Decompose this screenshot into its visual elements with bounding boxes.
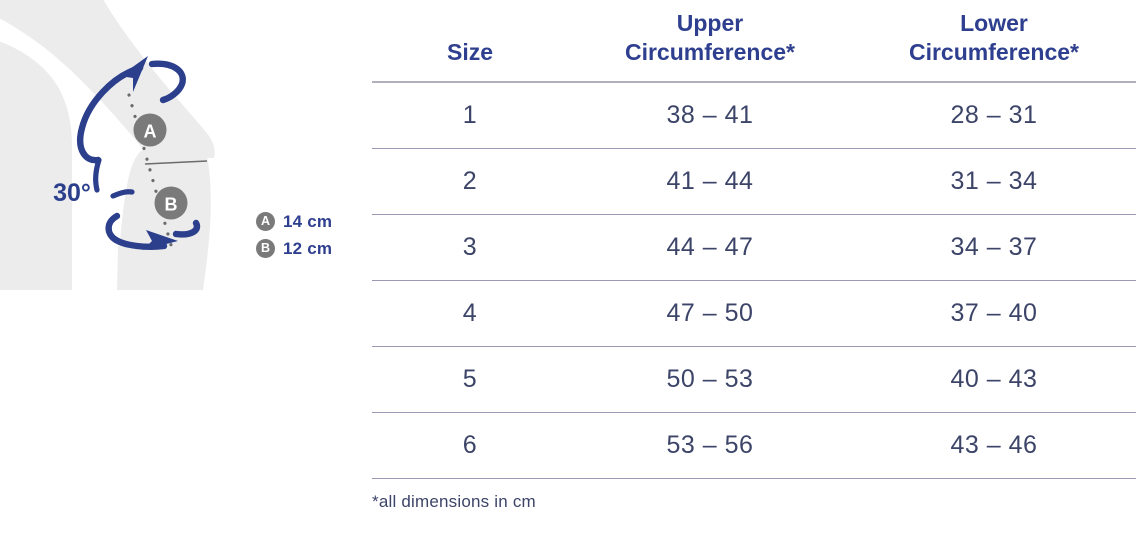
cell-upper: 50 – 53: [568, 346, 852, 413]
lower-circumference-arrow: [105, 212, 201, 250]
cell-upper: 44 – 47: [568, 214, 852, 281]
cell-size: 6: [372, 412, 568, 479]
cell-size: 2: [372, 148, 568, 215]
flexion-angle-label: 30°: [53, 179, 91, 207]
column-header-size: Size: [372, 0, 568, 82]
knee-reference-line: [144, 160, 208, 165]
leg-diagram-svg: 30° A B: [0, 0, 215, 290]
svg-text:B: B: [165, 195, 178, 215]
legend-value-b: 12 cm: [283, 238, 333, 258]
column-header-upper-circumference: Upper Circumference*: [568, 0, 852, 82]
column-header-lower-line2: Circumference*: [908, 38, 1080, 65]
column-header-upper-line2: Circumference*: [624, 38, 796, 65]
table-row: 2 41 – 44 31 – 34: [372, 148, 1136, 215]
legend-value-a: 14 cm: [283, 211, 333, 231]
lower-arrowhead: [143, 230, 178, 250]
table-header: Size Upper Circumference* Lower Circumfe…: [372, 0, 1136, 82]
table-footnote: *all dimensions in cm: [372, 492, 536, 511]
svg-text:A: A: [144, 122, 157, 142]
upper-arrowhead: [120, 56, 148, 92]
marker-b: B: [154, 186, 188, 220]
table-header-row: Size Upper Circumference* Lower Circumfe…: [372, 0, 1136, 82]
upper-circumference-arrow: [77, 60, 186, 164]
size-table: Size Upper Circumference* Lower Circumfe…: [372, 0, 1136, 479]
measurement-legend: A 14 cm B 12 cm: [256, 208, 372, 262]
legend-badge-b: B: [256, 239, 275, 258]
measurement-axis-dotted: [127, 93, 173, 247]
legend-item-a: A 14 cm: [256, 208, 372, 235]
table-row: 4 47 – 50 37 – 40: [372, 280, 1136, 347]
cell-lower: 37 – 40: [852, 280, 1136, 347]
size-table-container: Size Upper Circumference* Lower Circumfe…: [372, 0, 1136, 537]
table-row: 3 44 – 47 34 – 37: [372, 214, 1136, 281]
cell-size: 3: [372, 214, 568, 281]
flexion-angle-arcs: [93, 157, 135, 199]
column-header-size-label: Size: [446, 38, 494, 65]
column-header-upper-line1: Upper: [676, 9, 744, 36]
cell-lower: 28 – 31: [852, 82, 1136, 149]
cell-lower: 43 – 46: [852, 412, 1136, 479]
table-body: 1 38 – 41 28 – 31 2 41 – 44 31 – 34 3 44…: [372, 82, 1136, 479]
cell-upper: 53 – 56: [568, 412, 852, 479]
column-header-lower-line1: Lower: [960, 9, 1028, 36]
column-header-lower-circumference: Lower Circumference*: [852, 0, 1136, 82]
cell-upper: 41 – 44: [568, 148, 852, 215]
cell-lower: 34 – 37: [852, 214, 1136, 281]
cell-size: 1: [372, 82, 568, 149]
table-row: 5 50 – 53 40 – 43: [372, 346, 1136, 413]
table-row: 1 38 – 41 28 – 31: [372, 82, 1136, 149]
cell-lower: 40 – 43: [852, 346, 1136, 413]
legend-badge-a: A: [256, 212, 275, 231]
legend-item-b: B 12 cm: [256, 235, 372, 262]
leg-silhouette: [0, 0, 215, 290]
marker-a: A: [133, 113, 167, 147]
cell-size: 4: [372, 280, 568, 347]
cell-size: 5: [372, 346, 568, 413]
knee-measurement-illustration: 30° A B: [0, 0, 372, 290]
cell-lower: 31 – 34: [852, 148, 1136, 215]
cell-upper: 47 – 50: [568, 280, 852, 347]
table-row: 6 53 – 56 43 – 46: [372, 412, 1136, 479]
cell-upper: 38 – 41: [568, 82, 852, 149]
